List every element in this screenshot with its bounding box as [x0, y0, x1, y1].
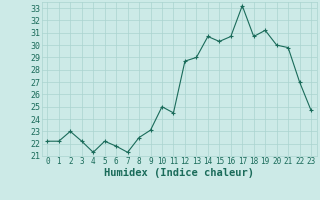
X-axis label: Humidex (Indice chaleur): Humidex (Indice chaleur) [104, 168, 254, 178]
